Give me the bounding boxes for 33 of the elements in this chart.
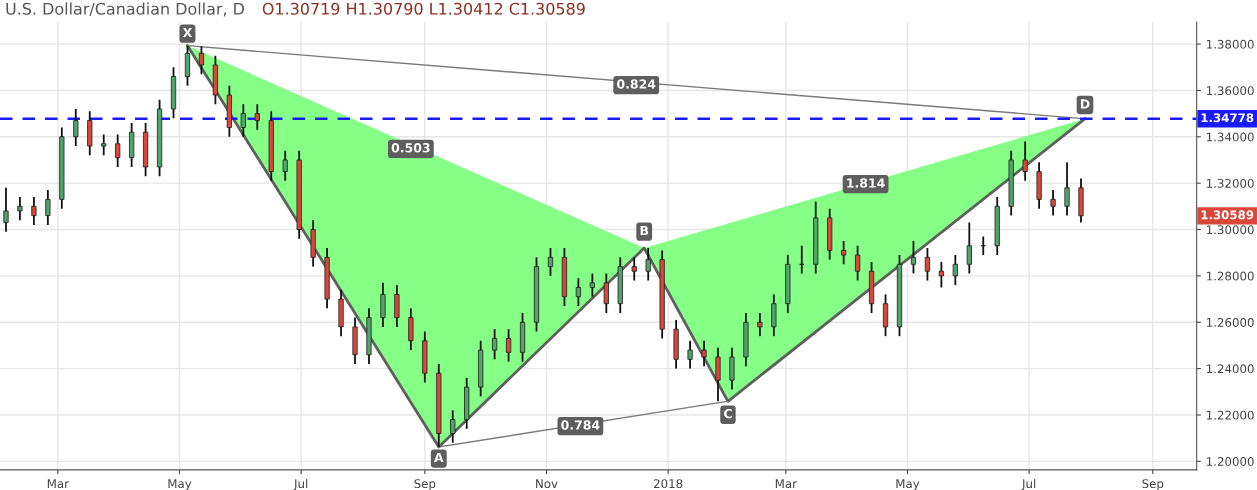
x-tick-label: Jul: [1021, 478, 1036, 490]
text: 1.30589: [1201, 210, 1254, 220]
y-tick-label: 1.38000: [1206, 39, 1254, 49]
x-tick-label: Mar: [775, 479, 797, 489]
y-tick-label: 1.24000: [1206, 364, 1254, 374]
y-tick-label: 1.20000: [1206, 457, 1254, 466]
annotation: D: [1080, 99, 1090, 109]
y-tick-label: 1.26000: [1206, 317, 1254, 327]
y-tick-label: 1.34000: [1206, 132, 1254, 142]
x-tick-label: Mar: [47, 479, 69, 489]
annotation: 1.814: [847, 178, 885, 188]
annotation: B: [640, 225, 649, 236]
annotation: 0.784: [561, 420, 600, 430]
x-tick-label: 2018: [653, 479, 683, 489]
x-tick-label: May: [896, 479, 920, 490]
y-tick-label: 1.22000: [1206, 410, 1254, 420]
ref-line-label: 1.34778: [1201, 113, 1254, 123]
y-tick-label: 1.28000: [1206, 271, 1254, 281]
y-tick-label: 1.30000: [1206, 225, 1254, 235]
y-tick-label: 1.32000: [1206, 178, 1254, 188]
chart-title: U.S. Dollar/Canadian Dollar, D: [6, 2, 244, 17]
chart-subtitle: O1.30719 H1.30790 L1.30412 C1.30589: [262, 2, 585, 15]
annotation: A: [434, 452, 444, 462]
x-tick-label: Nov: [536, 479, 558, 489]
x-tick-label: Sep: [1142, 479, 1164, 490]
annotation: 0.824: [617, 79, 656, 89]
annotation: X: [182, 27, 193, 38]
x-tick-label: May: [168, 479, 192, 490]
y-tick-label: 1.36000: [1206, 86, 1254, 96]
annotation: 0.503: [391, 143, 430, 153]
annotation: C: [724, 408, 732, 419]
x-tick-label: Sep: [414, 479, 436, 490]
x-tick-label: Jul: [293, 478, 308, 490]
